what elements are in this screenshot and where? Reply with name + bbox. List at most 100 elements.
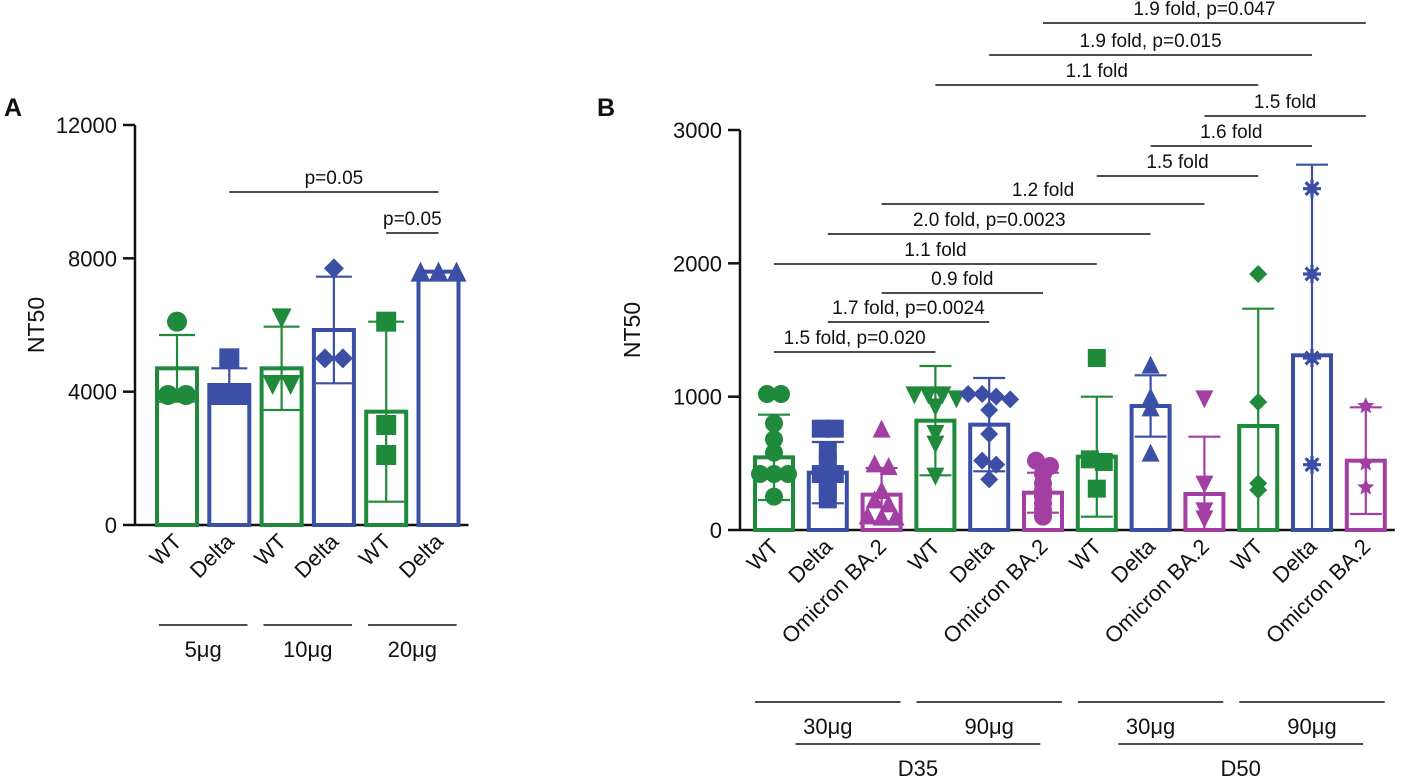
y-tick-label: 1000	[673, 385, 722, 410]
bar-group	[259, 308, 304, 528]
significance-label: 1.7 fold, p=0.0024	[832, 298, 985, 319]
panel-label: B	[597, 94, 615, 122]
data-point	[765, 430, 783, 449]
data-point	[865, 454, 884, 473]
data-point	[1302, 455, 1322, 474]
supergroup-label: D35	[898, 756, 938, 777]
significance-label: 1.5 fold	[1146, 152, 1208, 173]
data-point	[879, 457, 898, 475]
group-label: 90μg	[1287, 714, 1336, 739]
data-point	[765, 487, 783, 506]
data-point	[1087, 479, 1106, 498]
bar-group	[1183, 390, 1226, 532]
data-point	[410, 261, 431, 282]
data-point	[1027, 451, 1045, 470]
data-point	[987, 455, 1006, 474]
data-point	[980, 401, 999, 419]
bar-group	[806, 419, 849, 532]
data-point	[176, 385, 196, 405]
bar-group	[1129, 355, 1172, 532]
x-category-label: Delta	[394, 528, 449, 583]
data-point	[1195, 475, 1214, 494]
data-point	[323, 258, 344, 279]
y-tick-label: 0	[105, 513, 117, 538]
data-point	[858, 506, 877, 525]
data-point	[446, 261, 467, 282]
y-tick-label: 4000	[68, 380, 117, 405]
data-point-core	[1307, 269, 1317, 279]
data-point	[872, 481, 891, 499]
bar-group	[1237, 265, 1280, 532]
significance-label: 1.6 fold	[1200, 122, 1262, 143]
data-point	[1357, 454, 1375, 471]
data-point	[758, 385, 776, 403]
bar-group	[207, 348, 252, 527]
data-point	[158, 385, 178, 405]
bar-group	[1075, 349, 1118, 532]
data-point	[314, 348, 335, 369]
data-point	[973, 451, 992, 470]
significance-label: p=0.05	[305, 168, 364, 189]
significance-label: 2.0 fold, p=0.0023	[913, 210, 1066, 231]
data-point	[1357, 478, 1375, 495]
data-point	[1249, 393, 1268, 411]
significance-label: 1.9 fold, p=0.047	[1133, 0, 1275, 20]
data-point-core	[1307, 183, 1317, 194]
data-point	[1303, 265, 1321, 283]
data-point	[1141, 443, 1160, 462]
bar-group	[155, 311, 199, 528]
data-point	[1141, 355, 1160, 374]
x-category-label: WT	[145, 529, 187, 571]
data-point	[1141, 387, 1160, 406]
data-point	[926, 425, 945, 443]
data-point	[1080, 450, 1099, 469]
bar-group	[751, 385, 797, 533]
supergroup-label: D50	[1221, 756, 1261, 777]
group-label: 90μg	[965, 714, 1014, 739]
group-label: 10μg	[283, 637, 332, 662]
data-point	[872, 507, 891, 526]
data-point	[926, 435, 945, 454]
data-point	[811, 419, 830, 438]
data-point	[825, 419, 844, 438]
y-tick-label: 2000	[673, 251, 722, 276]
data-point	[1087, 349, 1106, 367]
y-tick-label: 0	[710, 518, 722, 543]
data-point	[933, 386, 952, 405]
significance-label: 1.9 fold, p=0.015	[1080, 31, 1222, 52]
data-point	[1094, 453, 1113, 471]
group-label: 30μg	[1126, 714, 1175, 739]
y-tick-label: 3000	[673, 118, 722, 143]
significance-label: 1.2 fold	[1012, 180, 1074, 201]
data-point	[210, 385, 231, 405]
data-point	[1303, 349, 1321, 367]
data-point	[765, 443, 783, 462]
data-point-core	[1307, 353, 1317, 363]
data-point	[886, 507, 905, 526]
x-category-label: WT	[903, 534, 945, 576]
data-point	[980, 470, 999, 489]
data-point	[1195, 510, 1214, 529]
data-point	[765, 465, 783, 483]
x-category-label: WT	[354, 529, 396, 571]
bar-group	[1291, 163, 1333, 533]
data-point	[376, 311, 397, 332]
x-category-label: WT	[1226, 534, 1268, 576]
data-point	[980, 425, 999, 443]
data-point	[271, 308, 292, 329]
data-point	[228, 385, 249, 405]
significance-label: p=0.05	[383, 209, 442, 230]
data-point	[919, 386, 938, 405]
data-point	[167, 311, 187, 332]
data-point-core	[1307, 459, 1317, 470]
data-point	[865, 490, 884, 509]
x-category-label: Delta	[289, 528, 344, 583]
data-point	[262, 375, 283, 395]
bar-group	[410, 261, 467, 527]
data-point	[872, 419, 891, 438]
data-point	[1249, 481, 1268, 499]
x-category-label: WT	[249, 529, 291, 571]
data-point	[1001, 390, 1020, 409]
data-point	[1357, 397, 1375, 414]
